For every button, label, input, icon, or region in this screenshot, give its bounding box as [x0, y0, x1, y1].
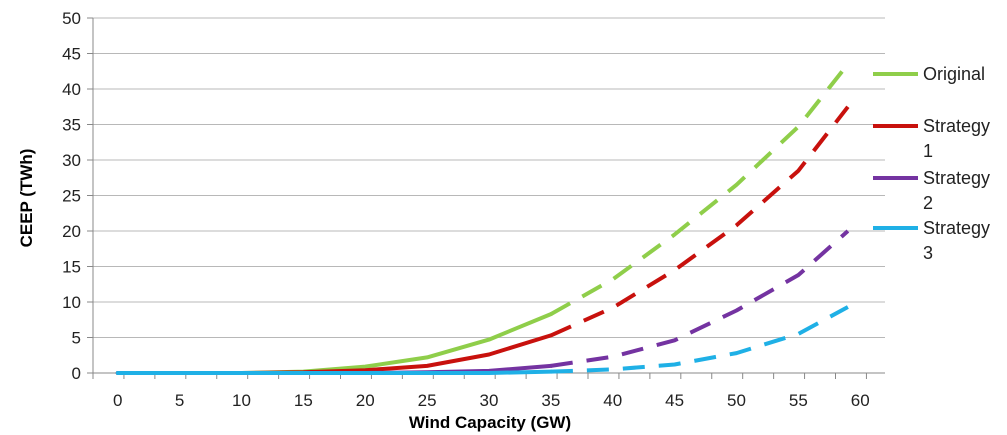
x-tick-label: 35	[541, 391, 560, 410]
series-line-strategy-2-dashed	[550, 229, 850, 368]
gridlines	[93, 17, 885, 338]
axes: 0 5 10 15 20 25 30 35 40 45 50 0 5 10 15 20 25 30 35 40 45 50…	[62, 9, 885, 410]
series-line-original-dashed	[549, 62, 850, 316]
x-tick-label: 55	[789, 391, 808, 410]
y-tick-label: 0	[72, 364, 81, 383]
x-tick-label: 50	[727, 391, 746, 410]
y-tick-label: 35	[62, 116, 81, 135]
x-tick-label: 45	[665, 391, 684, 410]
y-tick-label: 20	[62, 222, 81, 241]
x-tick-label: 40	[603, 391, 622, 410]
x-tick-label: 0	[113, 391, 122, 410]
x-tick-label: 25	[418, 391, 437, 410]
legend-label-strategy-3: Strategy	[923, 218, 990, 238]
x-tick-label: 5	[175, 391, 184, 410]
y-tick-label: 25	[62, 187, 81, 206]
legend-label-original: Original	[923, 64, 985, 84]
y-tick-label: 5	[72, 329, 81, 348]
x-axis-title: Wind Capacity (GW)	[409, 413, 571, 432]
legend-label-strategy-1: Strategy	[923, 116, 990, 136]
legend-label-strategy-1: 1	[923, 141, 933, 161]
x-tick-label: 60	[851, 391, 870, 410]
series-lines	[115, 62, 850, 375]
series-line-original-solid	[115, 312, 553, 375]
y-tick-label: 30	[62, 151, 81, 170]
x-tick-label: 15	[294, 391, 313, 410]
y-tick-label: 40	[62, 80, 81, 99]
y-axis-title: CEEP (TWh)	[17, 149, 36, 248]
legend-label-strategy-3: 3	[923, 243, 933, 263]
y-tick-label: 45	[62, 45, 81, 64]
y-tick-label: 15	[62, 258, 81, 277]
series-line-strategy-1-dashed	[550, 105, 850, 338]
y-tick-label: 50	[62, 9, 81, 28]
series-line-strategy-3-solid	[115, 369, 553, 375]
series-line-strategy-3-dashed	[550, 305, 849, 374]
y-tick-label: 10	[62, 293, 81, 312]
legend: Original Strategy 1 Strategy 2 Strategy 3	[873, 64, 990, 263]
x-tick-label: 20	[356, 391, 375, 410]
x-tick-label: 10	[232, 391, 251, 410]
legend-label-strategy-2: Strategy	[923, 168, 990, 188]
x-tick-label: 30	[480, 391, 499, 410]
legend-label-strategy-2: 2	[923, 193, 933, 213]
